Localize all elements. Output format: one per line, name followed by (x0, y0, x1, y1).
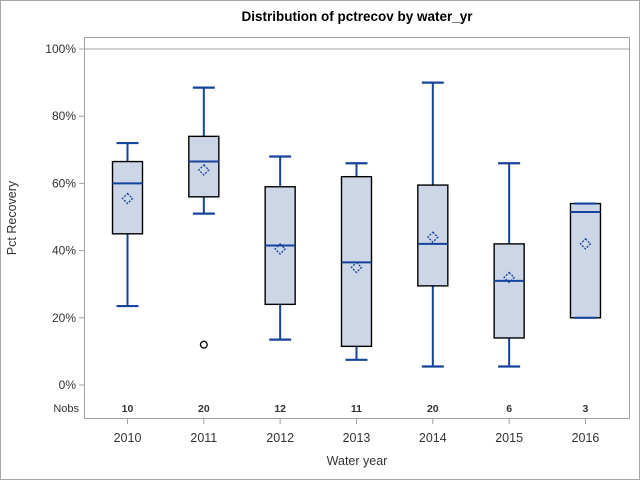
box-iqr (417, 184, 449, 287)
chart-title: Distribution of pctrecov by water_yr (241, 9, 473, 24)
mean-diamond-marker (426, 231, 439, 244)
y-tick-label: 20% (52, 311, 76, 325)
nobs-value: 3 (583, 403, 589, 415)
y-tick-label: 40% (52, 244, 76, 258)
nobs-value: 10 (122, 403, 134, 415)
x-tick-label: 2012 (266, 431, 294, 445)
x-tick-label: 2011 (190, 431, 217, 445)
mean-diamond-marker (197, 164, 210, 176)
mean-diamond-marker (121, 192, 134, 205)
x-tick-label: 2014 (419, 431, 447, 445)
nobs-value: 6 (506, 403, 512, 415)
nobs-value: 12 (274, 403, 286, 415)
box-iqr (569, 202, 602, 319)
mean-diamond-marker (579, 237, 592, 250)
plot-frame (84, 37, 630, 419)
y-tick-label: 100% (45, 42, 76, 56)
y-tick-label: 60% (52, 176, 76, 190)
box-iqr (111, 160, 144, 235)
y-tick-label: 0% (59, 378, 77, 392)
x-tick-label: 2015 (495, 431, 523, 445)
x-tick-label: 2016 (572, 431, 600, 445)
box-iqr (188, 135, 220, 198)
mean-diamond-marker (274, 243, 287, 255)
x-axis-title: Water year (326, 454, 388, 468)
box-iqr (493, 243, 525, 339)
x-tick-label: 2013 (343, 431, 371, 445)
x-tick-label: 2010 (114, 431, 142, 445)
mean-diamond-marker (503, 271, 516, 284)
nobs-value: 20 (427, 403, 439, 415)
outlier-point (199, 340, 208, 349)
nobs-axis-label: Nobs (53, 403, 79, 415)
y-tick-label: 80% (52, 109, 76, 123)
nobs-value: 20 (198, 403, 210, 415)
mean-diamond-marker (350, 261, 363, 274)
nobs-value: 11 (351, 403, 362, 415)
